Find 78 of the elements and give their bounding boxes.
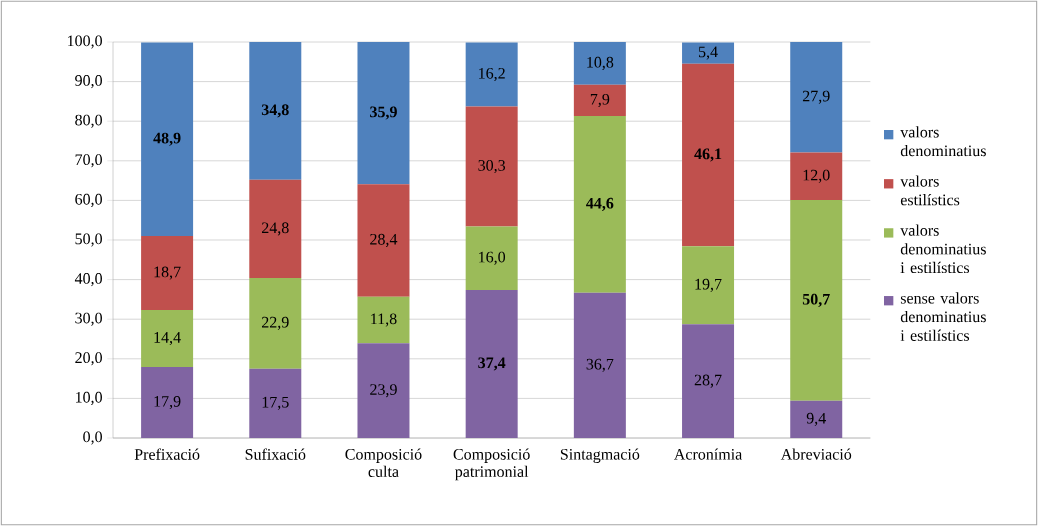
y-tick-label: 70,0: [75, 154, 102, 168]
bar: [141, 367, 194, 438]
data-label: 24,8: [262, 222, 289, 236]
data-label: 30,3: [478, 159, 506, 174]
data-label: 23,9: [370, 384, 397, 398]
data-label: 17,5: [262, 396, 289, 410]
data-label: 22,9: [262, 316, 289, 330]
y-tick-label: 0,0: [83, 431, 102, 445]
data-label: 12,0: [803, 169, 830, 183]
x-tick-label: Composició culta: [345, 448, 422, 478]
bar: [249, 278, 302, 369]
bar: [249, 42, 302, 180]
data-label: 48,9: [153, 132, 181, 146]
x-tick-label: Abreviació: [780, 448, 852, 460]
bar: [141, 42, 194, 237]
data-label: 34,8: [261, 104, 289, 118]
y-tick-label: 30,0: [75, 312, 102, 326]
data-label: 27,9: [802, 90, 830, 104]
data-label: 19,7: [695, 278, 722, 292]
data-label: 18,7: [154, 266, 181, 280]
bar: [682, 246, 735, 325]
bar: [357, 296, 410, 344]
bar: [790, 152, 843, 201]
y-tick-label: 80,0: [75, 114, 102, 128]
bar: [573, 84, 626, 117]
legend-label: valors denominatius: [900, 126, 986, 157]
bar: [141, 236, 194, 311]
data-label: 9,4: [806, 412, 826, 426]
data-label: 7,9: [590, 93, 610, 107]
bar: [465, 289, 518, 438]
bar: [573, 116, 626, 293]
bar: [141, 310, 194, 368]
bar: [249, 368, 302, 438]
y-tick-label: 60,0: [75, 193, 102, 207]
x-tick-label: Acronímia: [673, 448, 743, 460]
y-tick-label: 10,0: [76, 391, 102, 405]
x-tick-label: Prefixació: [134, 448, 200, 460]
bar: [573, 292, 626, 438]
data-label: 37,4: [478, 357, 506, 371]
data-label: 10,8: [587, 56, 614, 70]
data-label: 28,7: [694, 374, 722, 388]
bar: [790, 400, 843, 438]
legend-label: valors denominatius i estilístics: [900, 224, 986, 274]
x-tick-label: Composició patrimonial: [453, 448, 530, 481]
bar: [682, 324, 735, 438]
bar: [465, 226, 518, 290]
x-tick-label: Sufixació: [245, 448, 306, 460]
y-tick-label: 20,0: [75, 352, 102, 366]
bar: [357, 184, 410, 297]
data-label: 16,0: [479, 251, 506, 265]
bar: [357, 42, 410, 185]
data-label: 44,6: [586, 197, 614, 211]
bar: [682, 63, 735, 247]
bar: [465, 106, 518, 227]
legend-label: valors estilístics: [900, 175, 960, 206]
bar: [573, 42, 626, 85]
data-label: 46,1: [694, 148, 722, 162]
data-label: 36,7: [586, 358, 614, 372]
bar: [790, 42, 843, 153]
data-label: 17,9: [154, 396, 181, 410]
data-label: 14,4: [154, 332, 181, 346]
bar: [790, 200, 843, 401]
data-label: 11,8: [371, 313, 397, 327]
data-label: 16,2: [479, 67, 505, 82]
y-tick-label: 50,0: [75, 233, 102, 247]
y-tick-label: 100,0: [68, 35, 102, 49]
bar: [465, 42, 518, 107]
data-label: 50,7: [802, 293, 830, 307]
data-label: 35,9: [370, 106, 397, 120]
bar: [682, 42, 735, 64]
y-tick-label: 90,0: [75, 75, 102, 89]
bar: [357, 343, 410, 438]
x-tick-label: Sintagmació: [560, 448, 640, 463]
legend-label: sense valors denominatius i estilístics: [900, 292, 986, 341]
data-label: 28,4: [370, 233, 398, 247]
data-label: 5,4: [698, 46, 718, 60]
bar: [249, 179, 302, 279]
y-tick-label: 40,0: [74, 273, 102, 287]
